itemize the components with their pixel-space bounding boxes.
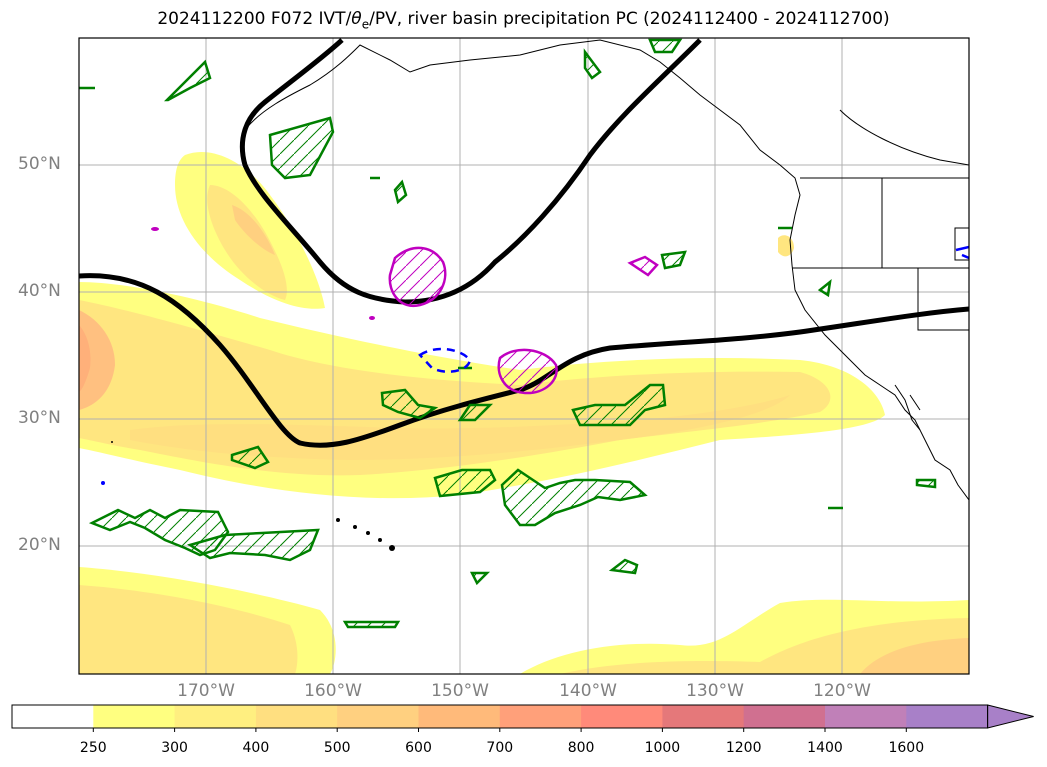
colorbar	[11, 704, 1034, 732]
colorbar-tick-label: 700	[486, 740, 514, 756]
colorbar-segment	[906, 705, 989, 728]
precip-dots	[151, 227, 375, 320]
islands	[111, 441, 395, 551]
colorbar-tick-label: 1600	[888, 740, 925, 756]
colorbar-segment	[12, 705, 94, 728]
colorbar-segment	[255, 705, 338, 728]
colorbar-segment	[581, 705, 663, 728]
lat-label: 30°N	[18, 408, 61, 428]
colorbar-segment	[825, 705, 907, 728]
graticule	[79, 38, 969, 674]
lon-label: 170°W	[177, 681, 235, 701]
colorbar-segment	[743, 705, 826, 728]
lon-label: 130°W	[686, 681, 744, 701]
lat-label: 20°N	[18, 535, 61, 555]
lat-label: 50°N	[18, 154, 61, 174]
colorbar-tick-label: 800	[567, 740, 595, 756]
colorbar-segment	[418, 705, 501, 728]
lon-label: 160°W	[304, 681, 362, 701]
colorbar-segment	[499, 705, 582, 728]
map-frame	[78, 37, 970, 675]
colorbar-segment	[93, 705, 176, 728]
colorbar-tick-label: 300	[161, 740, 188, 756]
colorbar-segment	[337, 705, 419, 728]
theta-e-contour	[79, 38, 969, 448]
colorbar-tick-label: 500	[323, 740, 351, 756]
colorbar-tick-label: 1400	[807, 740, 843, 756]
negative-contours	[418, 245, 969, 373]
lon-label: 140°W	[559, 681, 617, 701]
lon-label: 150°W	[431, 681, 489, 701]
colorbar-tick-label: 600	[405, 740, 432, 756]
precip-contours	[388, 246, 659, 395]
coastlines	[244, 39, 969, 501]
map-title: 2024112200 F072 IVT/θe/PV, river basin p…	[157, 9, 890, 32]
colorbar-tick-label: 1000	[644, 740, 681, 756]
colorbar-segment	[174, 705, 257, 728]
lon-label: 120°W	[813, 681, 871, 701]
lat-label: 40°N	[18, 281, 61, 301]
colorbar-tick-label: 400	[242, 740, 270, 756]
ivt-shading	[79, 151, 969, 674]
colorbar-extend-arrow	[987, 704, 1034, 729]
colorbar-tick-label: 1200	[725, 740, 762, 756]
colorbar-segment	[662, 705, 745, 728]
colorbar-tick-label: 250	[79, 740, 107, 756]
map-panel	[79, 38, 969, 674]
pv-contours	[88, 38, 937, 629]
